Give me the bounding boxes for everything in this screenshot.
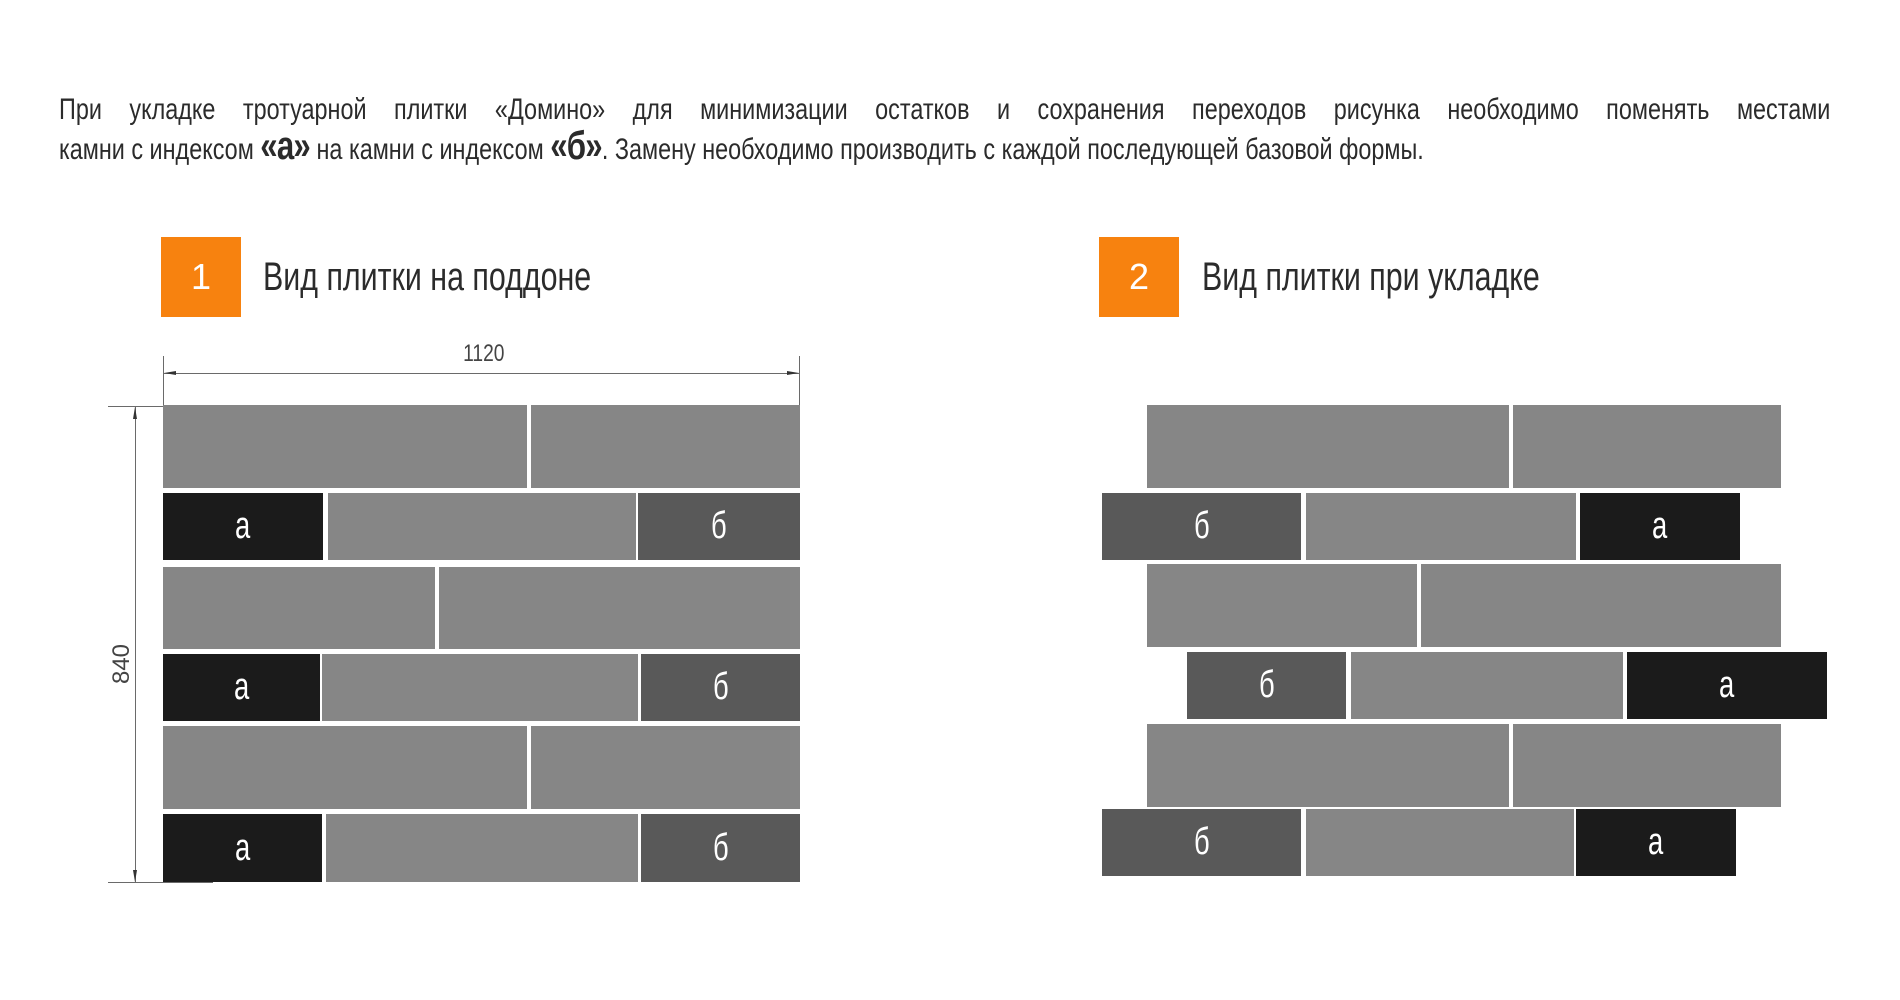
tile [439, 567, 800, 649]
tile [163, 567, 435, 649]
extension-line-left [163, 356, 164, 408]
intro-line-2: камни с индексом «а» на камни с индексом… [59, 126, 1830, 168]
width-label: 1120 [463, 340, 505, 367]
intro-text: камни с индексом [59, 133, 261, 166]
section-1-badge: 1 [161, 237, 241, 317]
tile [531, 726, 800, 809]
arrow-down-icon [133, 870, 137, 882]
index-b-mark: «б» [550, 124, 602, 168]
tile [1306, 493, 1576, 560]
tile [1513, 724, 1781, 807]
extension-line-right [799, 356, 800, 408]
index-a-mark: «а» [260, 124, 311, 168]
tile-b: б [641, 654, 800, 721]
height-label: 840 [108, 643, 135, 685]
tile [1351, 652, 1623, 719]
tile-b: б [638, 493, 800, 560]
arrow-left-icon [164, 371, 176, 375]
tile [328, 493, 636, 560]
section-2-title: Вид плитки при укладке [1202, 255, 1540, 299]
tile [1421, 564, 1781, 647]
tile [163, 405, 527, 488]
intro-text: на камни с индексом [310, 133, 551, 166]
tile-a: а [163, 654, 320, 721]
intro-text: . Замену необходимо производить с каждой… [601, 133, 1424, 166]
extension-line-top [108, 406, 213, 407]
tile [1513, 405, 1781, 488]
tile [163, 726, 527, 809]
extension-line-bottom [108, 882, 213, 883]
tile [1306, 809, 1574, 876]
dimension-line-vertical [135, 406, 136, 882]
dimension-line-horizontal [164, 373, 799, 374]
tile [1147, 724, 1509, 807]
tile-a: а [163, 814, 322, 882]
tile [326, 814, 638, 882]
section-1-title: Вид плитки на поддоне [263, 255, 592, 299]
arrow-right-icon [787, 371, 799, 375]
tile-a: а [163, 493, 323, 560]
tile-a: а [1576, 809, 1736, 876]
intro-line-1: При укладке тротуарной плитки «Домино» д… [59, 93, 1831, 126]
tile [1147, 564, 1417, 647]
tile-a: а [1580, 493, 1740, 560]
tile-b: б [641, 814, 800, 882]
tile-b: б [1102, 809, 1301, 876]
tile [322, 654, 638, 721]
section-2-badge: 2 [1099, 237, 1179, 317]
tile-b: б [1187, 652, 1346, 719]
tile [531, 405, 800, 488]
tile-a: а [1627, 652, 1827, 719]
tile-b: б [1102, 493, 1301, 560]
tile [1147, 405, 1509, 488]
arrow-up-icon [133, 407, 137, 419]
intro-paragraph: При укладке тротуарной плитки «Домино» д… [59, 92, 1830, 168]
